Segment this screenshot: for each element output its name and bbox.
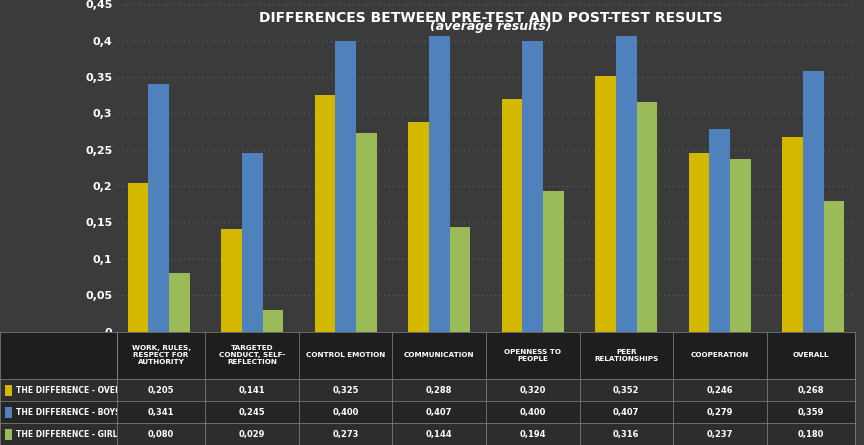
Bar (543, 190, 563, 332)
Text: 0,194: 0,194 (519, 429, 546, 438)
Bar (523, 41, 543, 332)
Text: 0,180: 0,180 (797, 429, 824, 438)
Text: 0,407: 0,407 (426, 408, 453, 417)
Text: 0,144: 0,144 (426, 429, 453, 438)
Text: THE DIFFERENCE - BOYS: THE DIFFERENCE - BOYS (16, 408, 121, 417)
Bar (823, 201, 844, 332)
Text: 0,359: 0,359 (797, 408, 824, 417)
Bar (689, 153, 709, 332)
Bar (314, 95, 335, 332)
Bar (595, 76, 616, 332)
Bar (242, 154, 263, 332)
Bar (502, 99, 523, 332)
Bar (709, 129, 730, 332)
Bar (356, 133, 377, 332)
Text: 0,288: 0,288 (426, 386, 453, 395)
Text: 0,268: 0,268 (797, 386, 824, 395)
Text: 0,246: 0,246 (707, 386, 733, 395)
Bar (429, 36, 449, 332)
Text: 0,141: 0,141 (239, 386, 265, 395)
Text: PEER
RELATIONSHIPS: PEER RELATIONSHIPS (594, 349, 658, 362)
Bar (449, 227, 470, 332)
Text: WORK, RULES,
RESPECT FOR
AUTHORITY: WORK, RULES, RESPECT FOR AUTHORITY (131, 345, 191, 365)
Text: 0,341: 0,341 (148, 408, 175, 417)
Text: 0,400: 0,400 (519, 408, 546, 417)
Bar (730, 159, 751, 332)
Text: 0,352: 0,352 (613, 386, 639, 395)
Bar (4, 384, 12, 396)
Text: 0,316: 0,316 (613, 429, 639, 438)
Bar (221, 229, 242, 332)
Bar (149, 84, 169, 332)
Text: 0,080: 0,080 (148, 429, 175, 438)
Text: 0,325: 0,325 (333, 386, 359, 395)
Text: OVERALL: OVERALL (792, 352, 829, 358)
Text: 0,320: 0,320 (519, 386, 546, 395)
Text: DIFFERENCES BETWEEN PRE-TEST AND POST-TEST RESULTS: DIFFERENCES BETWEEN PRE-TEST AND POST-TE… (258, 11, 722, 25)
Text: CONTROL EMOTION: CONTROL EMOTION (306, 352, 385, 358)
Text: COOPERATION: COOPERATION (690, 352, 749, 358)
Text: 0,407: 0,407 (613, 408, 639, 417)
Text: THE DIFFERENCE - OVERALL: THE DIFFERENCE - OVERALL (16, 386, 137, 395)
Text: 0,237: 0,237 (707, 429, 733, 438)
Bar (4, 407, 12, 417)
Text: 0,029: 0,029 (239, 429, 265, 438)
Text: THE DIFFERENCE - GIRLS: THE DIFFERENCE - GIRLS (16, 429, 124, 438)
Text: 0,205: 0,205 (148, 386, 175, 395)
Bar (128, 182, 149, 332)
Bar (169, 273, 189, 332)
Text: TARGETED
CONDUCT, SELF-
REFLECTION: TARGETED CONDUCT, SELF- REFLECTION (219, 345, 285, 365)
Text: 0,273: 0,273 (333, 429, 359, 438)
Bar (783, 137, 803, 332)
Bar (803, 71, 823, 332)
Text: (average results): (average results) (429, 20, 551, 33)
Text: 0,400: 0,400 (333, 408, 359, 417)
Bar (409, 122, 429, 332)
Bar (335, 41, 356, 332)
Text: 0,279: 0,279 (707, 408, 733, 417)
Bar (4, 429, 12, 440)
Text: COMMUNICATION: COMMUNICATION (404, 352, 474, 358)
Text: 0,245: 0,245 (239, 408, 265, 417)
Bar (616, 36, 637, 332)
Bar (263, 311, 283, 332)
Text: OPENNESS TO
PEOPLE: OPENNESS TO PEOPLE (505, 349, 562, 362)
Bar (637, 102, 658, 332)
